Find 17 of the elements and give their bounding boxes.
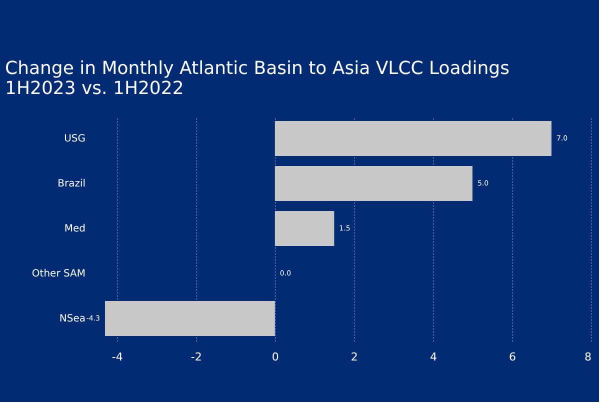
x-tick-label: 0 <box>272 350 279 364</box>
y-tick-label: Brazil <box>58 178 86 190</box>
bar <box>274 210 334 246</box>
y-tick-label: USG <box>64 134 86 144</box>
y-tick-label: Other SAM <box>32 268 86 280</box>
x-tick-label: 2 <box>350 350 358 364</box>
bar <box>274 166 472 202</box>
bar <box>274 120 552 156</box>
x-tick-label: 4 <box>430 350 437 364</box>
y-tick-label: NSea <box>59 314 86 324</box>
x-tick-label: 6 <box>508 350 516 364</box>
x-tick-label: -2 <box>190 350 202 364</box>
x-tick-label: -4 <box>112 350 123 364</box>
y-tick-label: Med <box>64 224 86 234</box>
x-tick-label: 8 <box>584 350 592 364</box>
bar <box>105 300 275 336</box>
chart-title: Change in Monthly Atlantic Basin to Asia VLCC Loadings 1H2023 vs. 1H2022 <box>5 58 510 99</box>
